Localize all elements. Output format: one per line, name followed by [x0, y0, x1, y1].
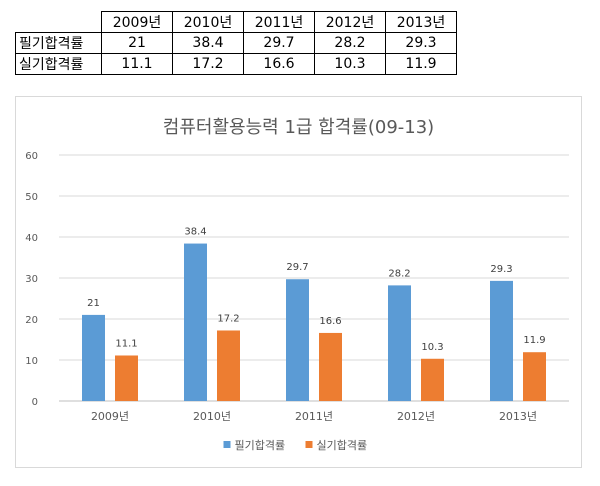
data-label: 29.7 — [286, 262, 308, 273]
y-tick-label: 40 — [25, 233, 38, 244]
table-cell: 28.2 — [314, 32, 386, 54]
chart-title: 컴퓨터활용능력 1급 합격률(09-13) — [162, 117, 435, 138]
table-cell: 16.6 — [243, 53, 315, 75]
year-header: 2012년 — [314, 11, 386, 33]
legend-label: 필기합격률 — [235, 439, 286, 452]
bar — [217, 330, 240, 401]
table-cell: 38.4 — [172, 32, 244, 54]
data-label: 11.9 — [523, 335, 545, 346]
y-tick-label: 30 — [25, 274, 38, 285]
bar — [115, 355, 138, 401]
bar — [421, 358, 444, 401]
bar — [286, 279, 309, 401]
year-header: 2009년 — [101, 11, 173, 33]
y-tick-label: 20 — [25, 315, 38, 326]
table-cell: 11.9 — [385, 53, 457, 75]
table-corner-cell — [15, 11, 102, 33]
bar-chart: 0 10 20 30 40 50 60 21 11.1 2009년 38.4 17.2 2010년 29.… — [25, 151, 569, 452]
chart-area: 0 10 20 30 40 50 60 21 11.1 2009년 38.4 17.2 2010년 29.… — [15, 96, 582, 468]
table-row: 실기합격률 11.1 17.2 16.6 10.3 11.9 — [15, 53, 457, 75]
y-tick-label: 0 — [32, 397, 38, 408]
x-tick-label: 2009년 — [91, 410, 129, 423]
year-header: 2010년 — [172, 11, 244, 33]
table-cell: 11.1 — [101, 53, 173, 75]
table-cell: 29.3 — [385, 32, 457, 54]
data-label: 11.1 — [115, 338, 137, 349]
data-label: 29.3 — [490, 264, 512, 275]
data-label: 17.2 — [217, 313, 239, 324]
legend-swatch — [305, 441, 313, 448]
data-label: 21 — [87, 298, 100, 309]
row-label: 필기합격률 — [15, 32, 102, 54]
y-tick-label: 60 — [25, 151, 38, 162]
data-label: 16.6 — [319, 316, 341, 327]
x-tick-label: 2012년 — [397, 410, 435, 423]
bar — [82, 314, 105, 401]
x-tick-label: 2011년 — [295, 410, 333, 423]
table-cell: 17.2 — [172, 53, 244, 75]
year-header: 2013년 — [385, 11, 457, 33]
y-tick-label: 50 — [25, 192, 38, 203]
table-cell: 10.3 — [314, 53, 386, 75]
x-tick-label: 2013년 — [499, 410, 537, 423]
table-cell: 29.7 — [243, 32, 315, 54]
bar — [388, 285, 411, 401]
legend-swatch — [223, 441, 231, 448]
year-header: 2011년 — [243, 11, 315, 33]
data-label: 38.4 — [184, 227, 206, 238]
data-table: 2009년 2010년 2011년 2012년 2013년 필기합격률 21 3… — [15, 11, 457, 75]
data-label: 28.2 — [388, 268, 410, 279]
table-row: 필기합격률 21 38.4 29.7 28.2 29.3 — [15, 32, 457, 54]
bar — [184, 243, 207, 401]
x-tick-label: 2010년 — [193, 410, 231, 423]
table-header-row: 2009년 2010년 2011년 2012년 2013년 — [15, 11, 457, 33]
bar — [523, 352, 546, 401]
legend-label: 실기합격률 — [317, 439, 368, 452]
y-tick-label: 10 — [25, 356, 38, 367]
row-label: 실기합격률 — [15, 53, 102, 75]
data-label: 10.3 — [421, 342, 443, 353]
bar — [490, 280, 513, 401]
table-cell: 21 — [101, 32, 173, 54]
bar — [319, 332, 342, 401]
